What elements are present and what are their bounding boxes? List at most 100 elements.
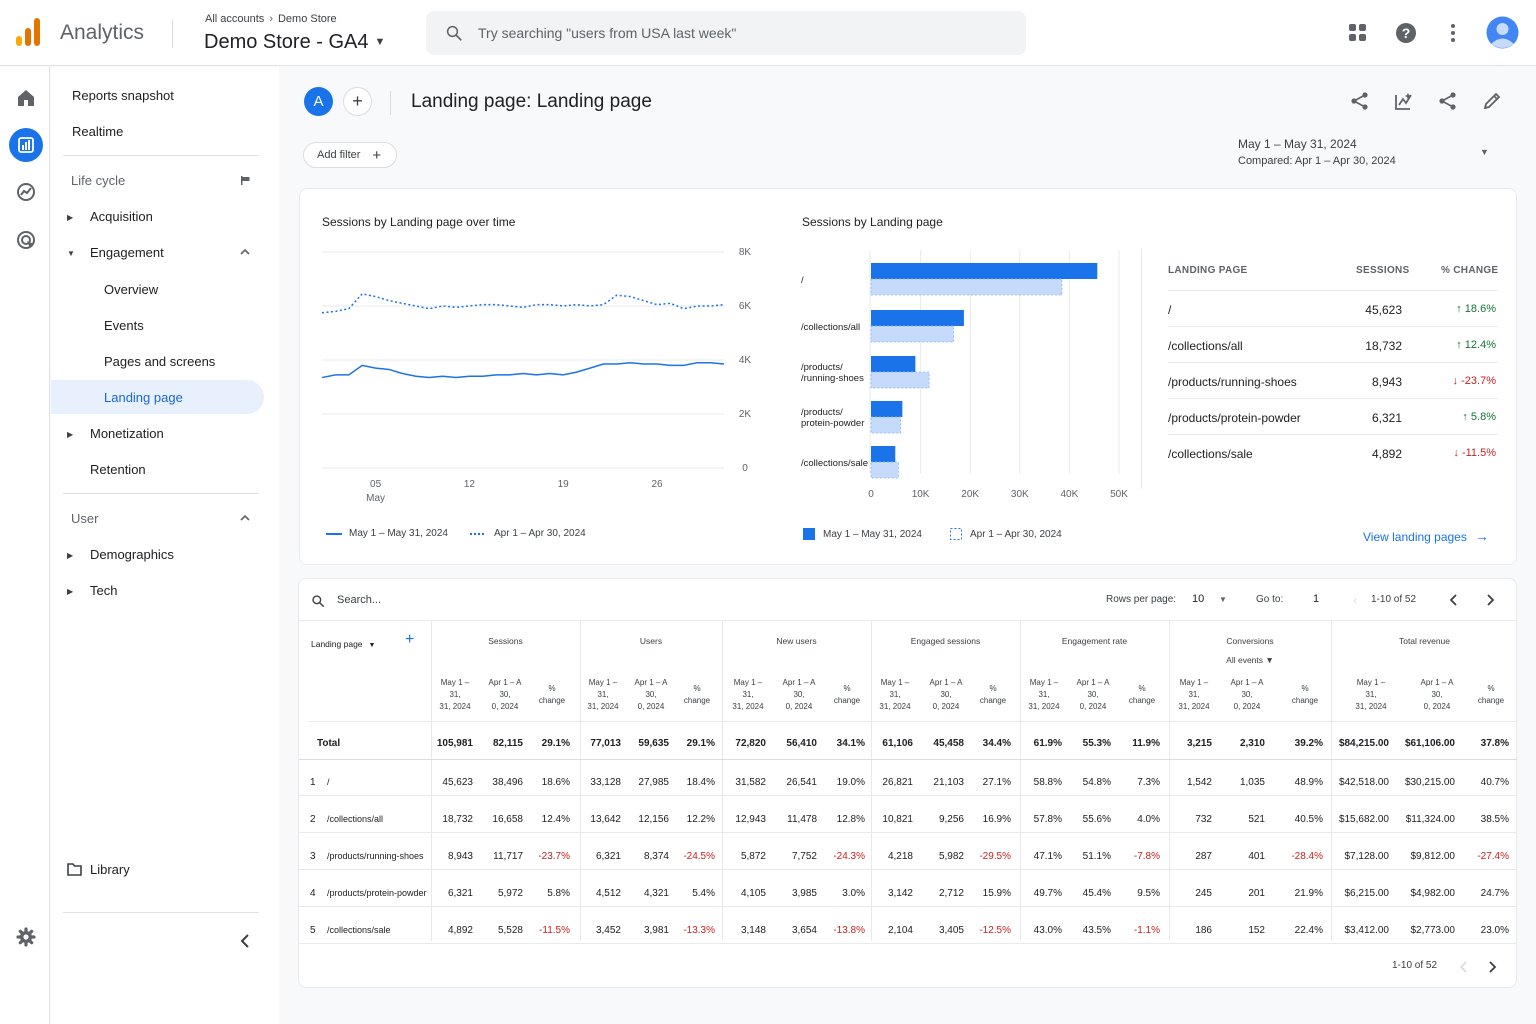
bar-previous[interactable] [870,325,955,343]
nav-landing-page[interactable]: Landing page [104,390,183,405]
sub-header[interactable]: May 1 – 31, 31, 2024 [879,678,911,711]
nav-pages-and-screens[interactable]: Pages and screens [104,354,216,369]
sub-header[interactable]: Apr 1 – A 30, 0, 2024 [929,678,963,711]
sub-header[interactable]: May 1 – 31, 31, 2024 [587,678,619,711]
share-report-icon[interactable] [1438,91,1458,111]
bar-current[interactable] [871,401,903,417]
nav-realtime[interactable]: Realtime [72,124,124,139]
sub-header[interactable]: May 1 – 31, 31, 2024 [439,678,471,711]
add-filter-button[interactable]: Add filter + [303,142,397,168]
expand-arrow-icon[interactable]: ▶ [67,213,74,222]
nav-library[interactable]: Library [90,862,130,877]
folder-icon[interactable] [67,863,82,876]
row-dimension-link[interactable]: /products/protein-powder [327,888,427,898]
nav-section-user[interactable]: User [71,511,99,526]
nav-events[interactable]: Events [104,318,144,333]
bar-current[interactable] [871,310,964,326]
metric-header[interactable]: Users [639,636,663,646]
next-page-icon[interactable] [1487,594,1495,606]
expand-arrow-icon[interactable]: ▶ [67,430,74,439]
advertising-button[interactable] [9,223,43,257]
line-chart[interactable]: 0 2K 4K 6K 8K 05 May 12 19 26 [300,189,770,519]
table-search-input[interactable]: Search... [337,594,382,606]
add-comparison-button[interactable]: + [343,87,372,116]
help-icon[interactable]: ? [1395,22,1417,44]
sub-header[interactable]: % change [1128,684,1156,705]
prev-page-icon[interactable] [1459,961,1467,973]
nav-retention[interactable]: Retention [90,462,146,477]
row-dimension-link[interactable]: /collections/sale [327,925,391,935]
landing-page-row[interactable]: /products/running-shoes 8,943 ↓ -23.7% [1168,362,1498,398]
row-dimension-link[interactable]: / [327,777,330,787]
bar-previous[interactable] [870,371,930,389]
prev-page-icon[interactable] [1449,594,1457,606]
date-range-selector[interactable]: May 1 – May 31, 2024 Compared: Apr 1 – A… [1238,136,1396,170]
line-legend-previous[interactable]: Apr 1 – Apr 30, 2024 [470,528,586,539]
sub-header[interactable]: Apr 1 – A 30, 0, 2024 [1420,678,1454,711]
search-input[interactable] [478,23,1008,43]
nav-demographics[interactable]: Demographics [90,547,174,562]
flag-icon[interactable] [241,176,251,185]
bar-previous[interactable] [870,416,902,434]
landing-page-row[interactable]: / 45,623 ↑ 18.6% [1168,290,1498,326]
sub-header[interactable]: % change [979,684,1007,705]
insights-icon[interactable] [1394,91,1414,111]
chevron-up-icon[interactable] [240,514,250,521]
sub-header[interactable]: Apr 1 – A 30, 0, 2024 [1230,678,1264,711]
nav-acquisition[interactable]: Acquisition [90,209,153,224]
sub-header[interactable]: May 1 – 31, 31, 2024 [732,678,764,711]
sub-header[interactable]: May 1 – 31, 31, 2024 [1355,678,1387,711]
sub-header[interactable]: % change [538,684,566,705]
analytics-logo-icon[interactable] [16,18,40,46]
metric-header[interactable]: Total revenue [1398,636,1451,646]
nav-section-lifecycle[interactable]: Life cycle [71,173,126,188]
bar-legend-current[interactable]: May 1 – May 31, 2024 [803,528,922,540]
metric-header[interactable]: Engagement rate [1061,636,1128,646]
bar-previous[interactable] [870,461,899,479]
sub-header[interactable]: May 1 – 31, 31, 2024 [1028,678,1060,711]
metric-header[interactable]: Conversions [1226,636,1274,646]
series-line-previous[interactable] [321,293,725,314]
view-landing-pages-link[interactable]: View landing pages → [1363,528,1489,544]
share-icon[interactable] [1350,91,1370,111]
bar-current[interactable] [871,446,896,462]
sub-header[interactable]: May 1 – 31, 31, 2024 [1178,678,1210,711]
reports-button[interactable] [9,128,43,162]
metric-header[interactable]: New users [776,636,817,646]
search-bar[interactable] [426,11,1026,55]
nav-monetization[interactable]: Monetization [90,426,164,441]
apps-grid-icon[interactable] [1347,22,1369,44]
landing-page-row[interactable]: /collections/sale 4,892 ↓ -11.5% [1168,434,1498,470]
next-page-icon[interactable] [1489,961,1497,973]
rows-per-page-select[interactable]: 10 [1192,593,1205,605]
breadcrumb-store[interactable]: Demo Store [277,13,337,25]
goto-input[interactable]: 1 [1313,593,1320,605]
breadcrumb-all-accounts[interactable]: All accounts [205,13,265,25]
bar-chart[interactable]: 0 10K 20K 30K 40K 50K / /collections/all/produc… [780,189,1180,519]
dimension-header[interactable]: Landing page ▼ [311,639,375,649]
account-avatar-icon[interactable] [1486,16,1519,49]
collapse-arrow-icon[interactable]: ▼ [67,249,75,258]
row-dimension-link[interactable]: /products/running-shoes [327,851,424,861]
sub-header[interactable]: Apr 1 – A 30, 0, 2024 [782,678,816,711]
sub-header[interactable]: Apr 1 – A 30, 0, 2024 [488,678,522,711]
explore-button[interactable] [9,175,43,209]
sub-header[interactable]: % change [1291,684,1319,705]
collapse-nav-icon[interactable] [240,934,250,948]
expand-arrow-icon[interactable]: ▶ [67,551,74,560]
sub-header[interactable]: Apr 1 – A 30, 0, 2024 [634,678,668,711]
bar-legend-previous[interactable]: Apr 1 – Apr 30, 2024 [950,528,1062,540]
sub-header[interactable]: % change [1477,684,1505,705]
edit-pencil-icon[interactable] [1482,91,1502,111]
chevron-up-icon[interactable] [240,248,250,255]
row-dimension-link[interactable]: /collections/all [327,814,384,824]
caret-down-icon[interactable]: ▼ [1219,595,1227,604]
landing-page-row[interactable]: /products/protein-powder 6,321 ↑ 5.8% [1168,398,1498,434]
comparison-avatar[interactable]: A [304,87,333,116]
metric-header[interactable]: Engaged sessions [910,636,981,646]
bar-previous[interactable] [870,278,1063,296]
home-button[interactable] [9,81,43,115]
caret-down-icon[interactable]: ▼ [1480,147,1489,157]
bar-current[interactable] [871,263,1098,279]
sub-header[interactable]: % change [683,684,711,705]
